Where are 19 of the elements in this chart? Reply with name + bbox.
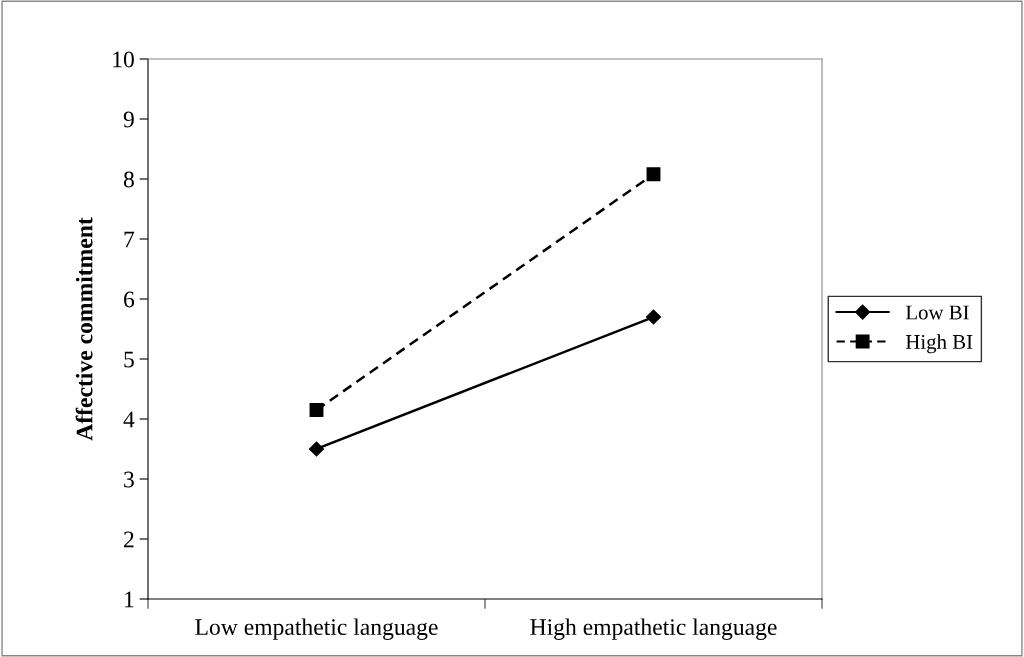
y-tick-label: 1 bbox=[125, 591, 134, 608]
x-tick-label: Low empathetic language bbox=[195, 618, 438, 640]
point bbox=[646, 167, 661, 182]
y-tick-label: 3 bbox=[124, 471, 134, 488]
y-tick-label: 7 bbox=[124, 231, 135, 248]
x-tick-label: High empathetic language bbox=[530, 618, 777, 640]
point bbox=[308, 441, 325, 457]
y-tick-label: 5 bbox=[124, 351, 134, 368]
y-axis-title: Affective commitment bbox=[75, 217, 93, 441]
y-tick-label: 10 bbox=[113, 51, 134, 68]
legend-label: High BI bbox=[905, 334, 973, 354]
point bbox=[309, 403, 324, 417]
y-tick-label: 8 bbox=[123, 171, 134, 188]
legend-label: Low BI bbox=[905, 305, 969, 320]
y-tick-label: 2 bbox=[124, 531, 134, 548]
y-tick-label: 9 bbox=[123, 111, 134, 128]
y-tick-label: 4 bbox=[123, 411, 135, 428]
y-tick-label: 6 bbox=[124, 291, 135, 308]
point bbox=[645, 309, 662, 325]
